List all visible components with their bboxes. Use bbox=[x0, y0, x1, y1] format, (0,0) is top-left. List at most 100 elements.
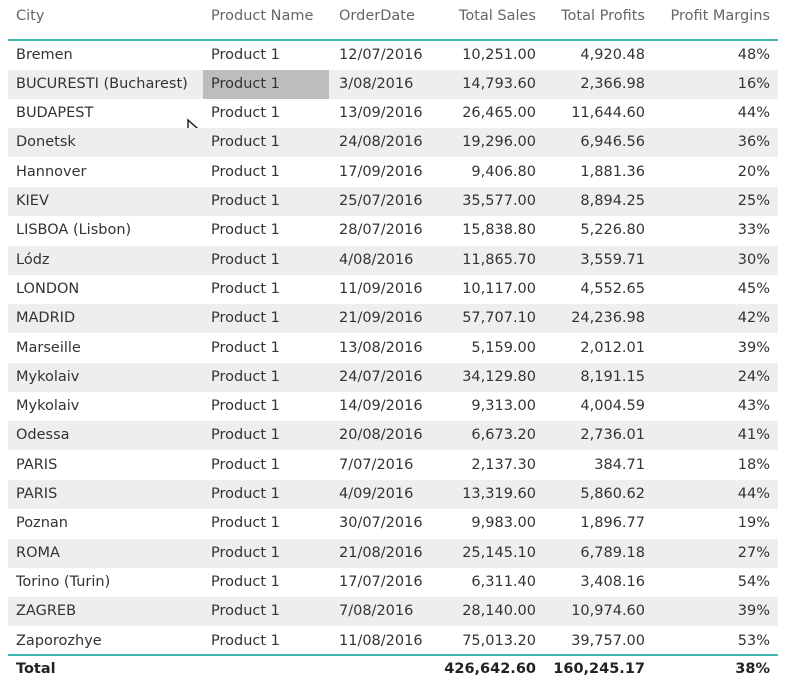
table-cell: 10,251.00 bbox=[462, 46, 536, 63]
table-cell: 4,004.59 bbox=[580, 398, 645, 415]
table-cell: 3/08/2016 bbox=[339, 75, 414, 92]
table-cell: Zaporozhye bbox=[16, 632, 102, 649]
table-cell: Product 1 bbox=[211, 222, 280, 239]
table-cell: 1,881.36 bbox=[580, 163, 645, 180]
table-cell: Torino (Turin) bbox=[16, 573, 111, 590]
table-cell: 25/07/2016 bbox=[339, 193, 423, 209]
table-cell: MADRID bbox=[16, 310, 76, 327]
table-cell: Product 1 bbox=[211, 163, 280, 180]
table-cell: Product 1 bbox=[211, 339, 280, 356]
total-rule bbox=[8, 654, 778, 656]
table-cell: Product 1 bbox=[211, 398, 280, 415]
table-cell: 19% bbox=[737, 515, 770, 532]
table-cell: 9,983.00 bbox=[471, 515, 536, 532]
table-cell: Product 1 bbox=[211, 75, 280, 92]
header-rule bbox=[8, 39, 778, 41]
total-label: Total bbox=[16, 661, 56, 677]
table-cell: 25,145.10 bbox=[462, 544, 536, 561]
cell-highlight bbox=[203, 69, 329, 99]
table-cell: 21/09/2016 bbox=[339, 310, 423, 327]
row-band bbox=[8, 187, 778, 216]
table-cell: 16% bbox=[737, 75, 770, 92]
table-cell: Product 1 bbox=[211, 486, 280, 502]
table-cell: 42% bbox=[737, 310, 770, 327]
table-cell: 2,736.01 bbox=[580, 427, 645, 444]
table-cell: 44% bbox=[737, 105, 770, 122]
column-header[interactable]: City bbox=[16, 8, 45, 24]
table-cell: 11,865.70 bbox=[462, 251, 536, 268]
table-cell: Product 1 bbox=[211, 427, 280, 444]
table-cell: PARIS bbox=[16, 456, 58, 473]
table-cell: 34,129.80 bbox=[462, 368, 536, 385]
table-cell: 18% bbox=[737, 456, 770, 473]
table-cell: Product 1 bbox=[211, 134, 280, 151]
table-cell: 48% bbox=[737, 46, 770, 63]
table-cell: 57,707.10 bbox=[462, 310, 536, 327]
column-header[interactable]: Total Profits bbox=[561, 8, 645, 24]
table-cell: 8,894.25 bbox=[580, 193, 645, 209]
table-cell: 7/08/2016 bbox=[339, 603, 414, 620]
column-header[interactable]: Product Name bbox=[211, 8, 314, 24]
table-cell: Product 1 bbox=[211, 632, 280, 649]
table-cell: 17/07/2016 bbox=[339, 573, 423, 590]
column-header[interactable]: Total Sales bbox=[458, 8, 536, 24]
table-cell: 11,644.60 bbox=[571, 105, 645, 122]
table-cell: 13,319.60 bbox=[462, 486, 536, 502]
table-cell: 19,296.00 bbox=[462, 134, 536, 151]
table-cell: Marseille bbox=[16, 339, 81, 356]
table-cell: ROMA bbox=[16, 544, 60, 561]
table-cell: Product 1 bbox=[211, 193, 280, 209]
table-cell: 25% bbox=[737, 193, 770, 209]
table-cell: 4,920.48 bbox=[580, 46, 645, 63]
table-cell: 33% bbox=[737, 222, 770, 239]
table-cell: LISBOA (Lisbon) bbox=[16, 222, 132, 239]
table-cell: Product 1 bbox=[211, 515, 280, 532]
total-value: 426,642.60 bbox=[444, 661, 536, 677]
table-cell: Mykolaiv bbox=[16, 398, 80, 415]
table-cell: 35,577.00 bbox=[462, 193, 536, 209]
table-cell: 41% bbox=[737, 427, 770, 444]
table-cell: Product 1 bbox=[211, 573, 280, 590]
column-header[interactable]: Profit Margins bbox=[670, 8, 770, 24]
table-cell: 2,012.01 bbox=[580, 339, 645, 356]
table-cell: 4,552.65 bbox=[580, 280, 645, 297]
table-cell: 11/09/2016 bbox=[339, 280, 423, 297]
table-cell: 3,559.71 bbox=[580, 251, 645, 268]
table-cell: 2,137.30 bbox=[471, 456, 536, 473]
table-cell: 5,860.62 bbox=[580, 486, 645, 502]
table-cell: ZAGREB bbox=[16, 603, 77, 620]
table-cell: 24/07/2016 bbox=[339, 368, 423, 385]
table-cell: 45% bbox=[737, 280, 770, 297]
table-cell: Product 1 bbox=[211, 310, 280, 327]
table-cell: 9,313.00 bbox=[471, 398, 536, 415]
table-cell: 15,838.80 bbox=[462, 222, 536, 239]
table-cell: 14/09/2016 bbox=[339, 398, 423, 415]
column-header[interactable]: OrderDate bbox=[339, 8, 415, 24]
table-cell: BUCURESTI (Bucharest) bbox=[16, 75, 188, 92]
table-cell: 6,311.40 bbox=[471, 573, 536, 590]
table-cell: 5,226.80 bbox=[580, 222, 645, 239]
table-cell: KIEV bbox=[16, 193, 49, 209]
table-cell: 14,793.60 bbox=[462, 75, 536, 92]
row-band bbox=[8, 597, 778, 627]
table-cell: BUDAPEST bbox=[16, 105, 94, 122]
table-cell: 6,946.56 bbox=[580, 134, 645, 151]
table-cell: 9,406.80 bbox=[471, 163, 536, 180]
table-cell: 54% bbox=[737, 573, 770, 590]
table-cell: 13/08/2016 bbox=[339, 339, 423, 356]
table-cell: 24,236.98 bbox=[571, 310, 645, 327]
table-cell: Product 1 bbox=[211, 105, 280, 122]
table-cell: 17/09/2016 bbox=[339, 163, 423, 180]
total-value: 38% bbox=[735, 661, 770, 677]
table-cell: Product 1 bbox=[211, 368, 280, 385]
table-cell: Poznan bbox=[16, 515, 68, 532]
table-cell: Hannover bbox=[16, 163, 87, 180]
table-cell: 26,465.00 bbox=[462, 105, 536, 122]
table-cell: 1,896.77 bbox=[580, 515, 645, 532]
table-cell: 2,366.98 bbox=[580, 75, 645, 92]
table-cell: 24/08/2016 bbox=[339, 134, 423, 151]
table-cell: Product 1 bbox=[211, 46, 280, 63]
table-cell: 20/08/2016 bbox=[339, 427, 423, 444]
table-cell: 53% bbox=[737, 632, 770, 649]
